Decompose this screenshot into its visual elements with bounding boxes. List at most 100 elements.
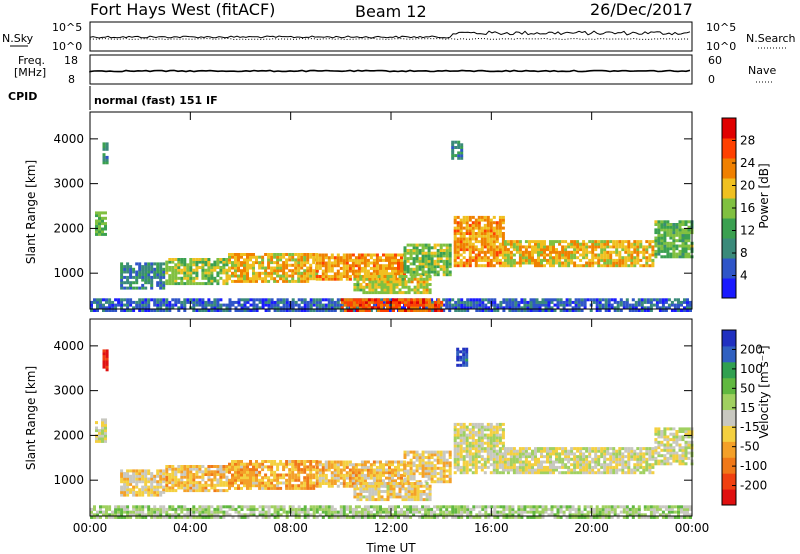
heatmap-cell: [511, 300, 515, 304]
heatmap-cell: [336, 253, 340, 257]
heatmap-cell: [543, 248, 546, 252]
heatmap-cell: [555, 449, 558, 453]
heatmap-cell: [225, 306, 229, 310]
heatmap-cell: [355, 298, 359, 302]
heatmap-cell: [600, 240, 604, 244]
heatmap-cell: [486, 242, 490, 246]
heatmap-cell: [379, 460, 382, 464]
heatmap-cell: [509, 465, 513, 469]
heatmap-cell: [534, 471, 537, 475]
heatmap-cell: [150, 270, 154, 274]
heatmap-cell: [474, 444, 478, 448]
heatmap-cell: [135, 480, 139, 484]
power-colorbar-swatch: [722, 118, 736, 139]
heatmap-cell: [270, 303, 274, 307]
heatmap-cell: [419, 492, 423, 496]
heatmap-cell: [425, 484, 429, 488]
heatmap-cell: [252, 484, 255, 488]
heatmap-cell: [496, 303, 500, 307]
heatmap-cell: [544, 298, 548, 302]
heatmap-cell: [661, 298, 665, 302]
heatmap-cell: [312, 261, 316, 265]
heatmap-cell: [518, 240, 522, 244]
heatmap-cell: [564, 449, 568, 453]
heatmap-cell: [480, 258, 484, 262]
heatmap-cell: [358, 303, 362, 307]
heatmap-cell: [651, 452, 655, 456]
heatmap-cell: [534, 258, 537, 262]
heatmap-cell: [505, 298, 509, 302]
heatmap-cell: [407, 309, 411, 312]
heatmap-cell: [141, 278, 145, 282]
heatmap-cell: [574, 309, 578, 312]
heatmap-cell: [144, 286, 148, 290]
heatmap-cell: [597, 471, 601, 475]
heatmap-cell: [234, 468, 237, 472]
heatmap-cell: [489, 449, 493, 453]
heatmap-cell: [359, 487, 363, 491]
heatmap-cell: [621, 245, 625, 249]
heatmap-cell: [672, 228, 676, 232]
heatmap-cell: [579, 248, 583, 252]
heatmap-cell: [240, 462, 243, 466]
heatmap-cell: [403, 246, 407, 250]
heatmap-cell: [358, 306, 362, 310]
heatmap-cell: [577, 309, 581, 312]
heatmap-cell: [395, 306, 398, 310]
heatmap-cell: [528, 242, 531, 246]
heatmap-cell: [460, 303, 464, 307]
heatmap-cell: [222, 303, 226, 307]
heatmap-cell: [621, 463, 625, 467]
heatmap-cell: [222, 260, 226, 264]
heatmap-cell: [377, 492, 381, 496]
heatmap-cell: [276, 261, 280, 265]
heatmap-cell: [150, 283, 154, 287]
heatmap-cell: [600, 447, 604, 451]
heatmap-cell: [495, 223, 499, 227]
heatmap-cell: [609, 264, 613, 268]
heatmap-cell: [300, 468, 304, 472]
heatmap-cell: [135, 278, 139, 282]
heatmap-cell: [480, 237, 484, 241]
heatmap-cell: [345, 471, 349, 475]
heatmap-cell: [243, 277, 246, 281]
heatmap-cell: [210, 303, 214, 307]
heatmap-cell: [648, 256, 652, 260]
heatmap-cell: [373, 306, 377, 310]
heatmap-cell: [150, 262, 154, 266]
heatmap-cell: [636, 240, 640, 244]
heatmap-cell: [483, 428, 487, 432]
heatmap-cell: [285, 298, 289, 302]
heatmap-cell: [524, 250, 528, 254]
heatmap-cell: [675, 244, 679, 248]
heatmap-cell: [561, 253, 565, 257]
heatmap-cell: [509, 256, 513, 260]
heatmap-cell: [506, 460, 510, 464]
heatmap-cell: [288, 460, 292, 463]
heatmap-cell: [345, 460, 349, 464]
heatmap-cell: [534, 240, 537, 244]
heatmap-cell: [498, 250, 502, 254]
heatmap-cell: [400, 269, 403, 273]
heatmap-cell: [240, 309, 244, 312]
heatmap-cell: [165, 481, 169, 485]
heatmap-cell: [348, 264, 352, 268]
heatmap-cell: [258, 473, 262, 477]
heatmap-cell: [424, 262, 428, 266]
heatmap-cell: [198, 475, 202, 479]
heatmap-cell: [521, 463, 525, 467]
heatmap-cell: [453, 422, 457, 426]
heatmap-cell: [474, 455, 478, 459]
heatmap-cell: [186, 489, 190, 493]
heatmap-cell: [231, 266, 234, 270]
heatmap-cell: [495, 221, 499, 225]
heatmap-cell: [375, 264, 379, 268]
heatmap-cell: [477, 250, 481, 254]
heatmap-cell: [543, 253, 546, 257]
heatmap-cell: [297, 298, 301, 302]
heatmap-cell: [174, 276, 178, 280]
heatmap-cell: [678, 233, 682, 237]
heatmap-cell: [615, 264, 619, 268]
heatmap-cell: [255, 279, 258, 283]
heatmap-cell: [213, 268, 217, 272]
